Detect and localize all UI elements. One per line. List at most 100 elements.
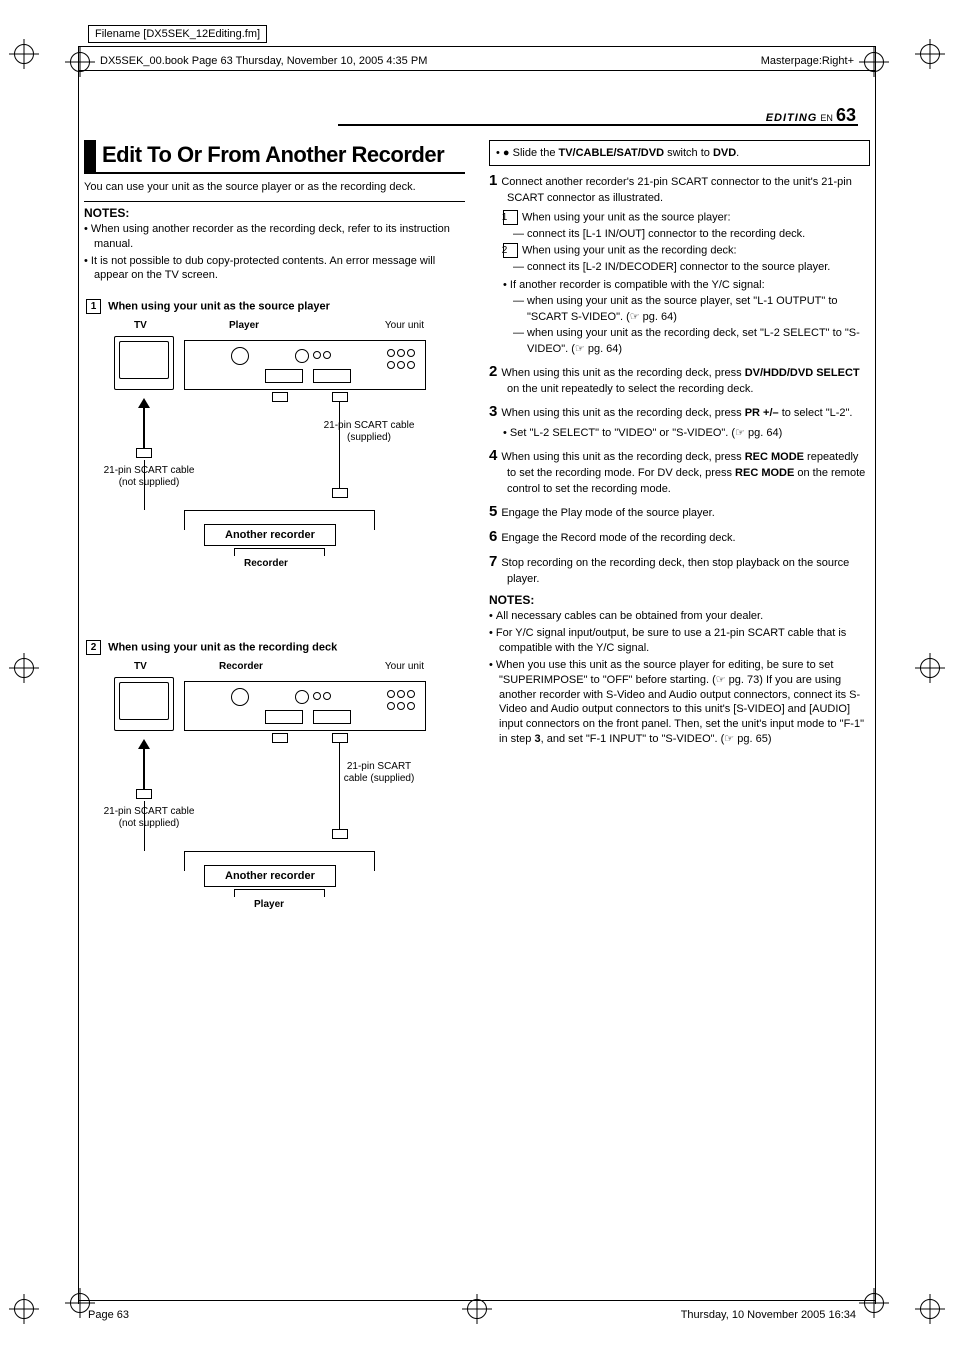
d2-cable-left: 21-pin SCART cable (not supplied) — [94, 806, 204, 830]
d2-rb1 — [234, 889, 324, 890]
yc-1: — when using your unit as the source pla… — [489, 294, 870, 325]
d2-tv — [114, 677, 174, 731]
diag1-heading: 1 When using your unit as the source pla… — [84, 299, 465, 314]
sub-2: 2When using your unit as the recording d… — [489, 243, 870, 259]
d2-line-l — [144, 801, 145, 851]
step-6: 6Engage the Record mode of the recording… — [489, 526, 870, 547]
reg-doc-bl — [70, 1293, 90, 1313]
reg-doc-br — [864, 1293, 884, 1313]
right-notes-h: NOTES: — [489, 593, 870, 607]
d2-plug-bot — [332, 829, 348, 839]
step-6-text: Engage the Record mode of the recording … — [501, 532, 735, 544]
d1-cable-right: 21-pin SCART cable (supplied) — [314, 420, 424, 444]
step-7-text: Stop recording on the recording deck, th… — [501, 557, 849, 585]
reg-ml — [14, 658, 34, 678]
sub-2-text: When using your unit as the recording de… — [522, 245, 737, 257]
step-1-text: Connect another recorder's 21-pin SCART … — [501, 176, 852, 204]
sub-1: 1When using your unit as the source play… — [489, 210, 870, 226]
d2-rec-label: Recorder — [219, 661, 263, 672]
diagram-2: TV Recorder Your unit — [84, 661, 434, 931]
d1-rb2 — [234, 548, 235, 556]
d2-yourunit-label: Your unit — [385, 661, 424, 672]
lang-code: EN — [820, 113, 833, 123]
hr-top — [78, 46, 876, 47]
d2-role: Player — [254, 899, 284, 910]
d2-cable-right: 21-pin SCART cable (supplied) — [334, 761, 424, 785]
d1-unit — [184, 340, 426, 390]
d1-line-l — [144, 460, 145, 510]
d2-rb2 — [234, 889, 235, 897]
d1-yourunit-label: Your unit — [385, 320, 424, 331]
d2-tv-plug — [136, 789, 152, 799]
d2-tv-label: TV — [134, 661, 147, 672]
sub-1-text: When using your unit as the source playe… — [522, 212, 731, 224]
switch-instruction-box: ● Slide the TV/CABLE/SAT/DVD switch to D… — [489, 140, 870, 166]
diag2-num: 2 — [86, 640, 101, 655]
right-note-2: For Y/C signal input/output, be sure to … — [489, 626, 870, 656]
d1-player-label: Player — [229, 320, 259, 331]
note-2: It is not possible to dub copy-protected… — [84, 254, 465, 284]
d1-role: Recorder — [244, 558, 288, 569]
diag1-title: When using your unit as the source playe… — [108, 301, 330, 313]
book-info: DX5SEK_00.book Page 63 Thursday, Novembe… — [100, 55, 427, 67]
hr-top2 — [78, 70, 876, 71]
d1-tv-label: TV — [134, 320, 147, 331]
sub-2-dash: — connect its [L-2 IN/DECODER] connector… — [489, 260, 870, 275]
step-3: 3When using this unit as the recording d… — [489, 401, 870, 422]
d1-plug-r — [332, 392, 348, 402]
d2-unit — [184, 681, 426, 731]
d2-plug-r — [332, 733, 348, 743]
title-marker — [84, 140, 96, 172]
d1-rb3 — [324, 548, 325, 556]
d2-line-r1 — [339, 743, 340, 831]
right-note-1: All necessary cables can be obtained fro… — [489, 609, 870, 624]
d1-cable-left: 21-pin SCART cable (not supplied) — [94, 465, 204, 489]
step-3-sub: Set "L-2 SELECT" to "VIDEO" or "S-VIDEO"… — [503, 426, 870, 441]
d2-another-box: Another recorder — [204, 865, 336, 887]
d1-tv-plug — [136, 448, 152, 458]
switch-text: Slide the TV/CABLE/SAT/DVD switch to DVD… — [513, 147, 740, 159]
filename-box: Filename [DX5SEK_12Editing.fm] — [88, 25, 267, 43]
reg-tl — [14, 44, 34, 64]
step-4-text: When using this unit as the recording de… — [501, 451, 865, 494]
section-header: EDITING EN 63 — [766, 105, 856, 126]
step-5: 5Engage the Play mode of the source play… — [489, 501, 870, 522]
d1-tv — [114, 336, 174, 390]
diag1-num: 1 — [86, 299, 101, 314]
step-7: 7Stop recording on the recording deck, t… — [489, 551, 870, 587]
page-title: Edit To Or From Another Recorder — [102, 140, 444, 172]
d1-brt — [184, 510, 374, 511]
d1-another-box: Another recorder — [204, 524, 336, 546]
d1-br1 — [184, 510, 185, 530]
d1-rb1 — [234, 548, 324, 549]
step-2: 2When using this unit as the recording d… — [489, 361, 870, 397]
masterpage: Masterpage:Right+ — [761, 55, 854, 67]
page-number: 63 — [836, 105, 856, 125]
left-column: Edit To Or From Another Recorder You can… — [84, 140, 465, 941]
reg-bm — [467, 1299, 487, 1319]
header-rule — [338, 124, 858, 126]
step-1: 1Connect another recorder's 21-pin SCART… — [489, 170, 870, 206]
intro-text: You can use your unit as the source play… — [84, 180, 465, 195]
footer-left: Page 63 — [88, 1309, 129, 1321]
d2-plug-l — [272, 733, 288, 743]
yc-head: If another recorder is compatible with t… — [503, 278, 870, 293]
d2-br2 — [374, 851, 375, 871]
step-4: 4When using this unit as the recording d… — [489, 445, 870, 497]
reg-doc-tl — [70, 52, 90, 72]
right-note-3: When you use this unit as the source pla… — [489, 658, 870, 747]
diag2-title: When using your unit as the recording de… — [108, 642, 337, 654]
d2-arrow-line — [143, 749, 145, 789]
diagram-1: TV Player Your unit — [84, 320, 434, 590]
d1-line-r1 — [339, 402, 340, 490]
d2-rb3 — [324, 889, 325, 897]
d1-arrow-line — [143, 408, 145, 448]
footer-right: Thursday, 10 November 2005 16:34 — [681, 1309, 856, 1321]
reg-mr — [920, 658, 940, 678]
d2-brt — [184, 851, 374, 852]
vrule-l — [78, 46, 79, 1304]
hr-bottom — [78, 1300, 876, 1301]
title-bar: Edit To Or From Another Recorder — [84, 140, 465, 174]
reg-br — [920, 1299, 940, 1319]
reg-tr — [920, 44, 940, 64]
